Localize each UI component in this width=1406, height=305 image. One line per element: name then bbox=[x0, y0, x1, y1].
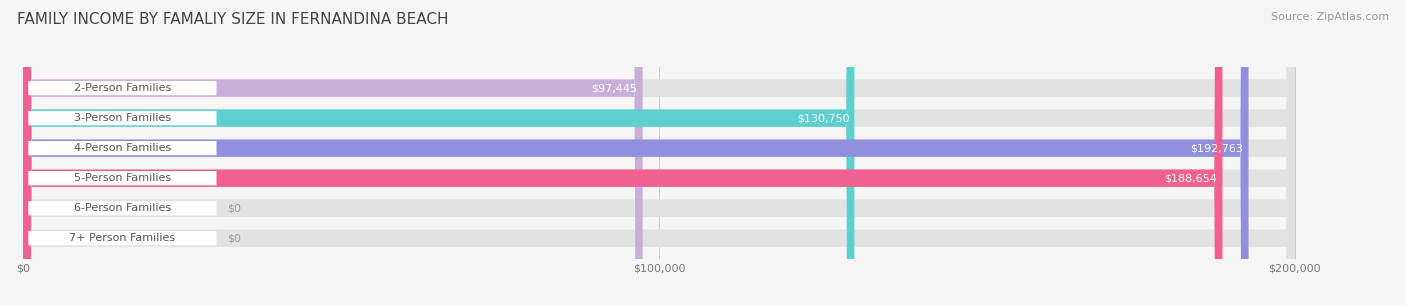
Text: $0: $0 bbox=[226, 203, 240, 213]
Text: 5-Person Families: 5-Person Families bbox=[75, 173, 172, 183]
Text: 3-Person Families: 3-Person Families bbox=[75, 113, 172, 123]
FancyBboxPatch shape bbox=[28, 141, 217, 155]
FancyBboxPatch shape bbox=[24, 0, 855, 305]
Text: $130,750: $130,750 bbox=[797, 113, 849, 123]
FancyBboxPatch shape bbox=[24, 0, 1295, 305]
FancyBboxPatch shape bbox=[28, 81, 217, 95]
Text: $0: $0 bbox=[226, 233, 240, 243]
Text: Source: ZipAtlas.com: Source: ZipAtlas.com bbox=[1271, 12, 1389, 22]
FancyBboxPatch shape bbox=[24, 0, 1295, 305]
FancyBboxPatch shape bbox=[24, 0, 1222, 305]
FancyBboxPatch shape bbox=[24, 0, 1295, 305]
FancyBboxPatch shape bbox=[28, 171, 217, 185]
FancyBboxPatch shape bbox=[24, 0, 1295, 305]
Text: $97,445: $97,445 bbox=[592, 83, 637, 93]
FancyBboxPatch shape bbox=[28, 111, 217, 125]
FancyBboxPatch shape bbox=[24, 0, 643, 305]
FancyBboxPatch shape bbox=[24, 0, 1295, 305]
Text: $192,763: $192,763 bbox=[1191, 143, 1243, 153]
FancyBboxPatch shape bbox=[24, 0, 1249, 305]
Text: 2-Person Families: 2-Person Families bbox=[73, 83, 172, 93]
FancyBboxPatch shape bbox=[24, 0, 1295, 305]
FancyBboxPatch shape bbox=[28, 231, 217, 246]
Text: 6-Person Families: 6-Person Families bbox=[75, 203, 172, 213]
Text: 7+ Person Families: 7+ Person Families bbox=[69, 233, 176, 243]
Text: $188,654: $188,654 bbox=[1164, 173, 1218, 183]
Text: FAMILY INCOME BY FAMALIY SIZE IN FERNANDINA BEACH: FAMILY INCOME BY FAMALIY SIZE IN FERNAND… bbox=[17, 12, 449, 27]
FancyBboxPatch shape bbox=[28, 201, 217, 215]
Text: 4-Person Families: 4-Person Families bbox=[73, 143, 172, 153]
